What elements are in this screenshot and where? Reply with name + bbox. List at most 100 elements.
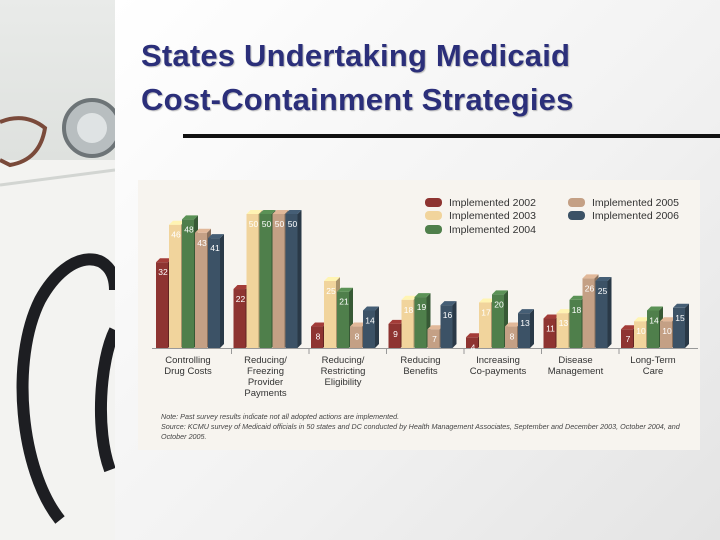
data-label: 7 <box>432 334 437 344</box>
bar-top <box>233 285 250 290</box>
bar <box>350 326 362 348</box>
legend-swatch <box>425 225 442 234</box>
bar-top <box>660 317 676 322</box>
data-label: 13 <box>559 318 569 328</box>
bar <box>518 313 530 348</box>
bar-top <box>673 303 689 308</box>
legend-label: Implemented 2004 <box>449 224 536 236</box>
bar <box>479 302 491 348</box>
bar <box>543 318 556 348</box>
bar <box>169 224 181 348</box>
category-label: Controlling Drug Costs <box>164 355 212 377</box>
legend-label: Implemented 2002 <box>449 197 536 209</box>
data-label: 32 <box>158 267 168 277</box>
bar-top <box>156 258 172 263</box>
bar-side <box>297 210 302 348</box>
bar-top <box>556 309 573 314</box>
legend-label: Implemented 2005 <box>592 197 679 209</box>
data-label: 25 <box>326 286 336 296</box>
data-label: 17 <box>481 307 491 317</box>
bar-top <box>582 274 599 279</box>
bar-top <box>505 322 521 327</box>
data-label: 50 <box>288 219 298 229</box>
data-label: 43 <box>197 238 207 248</box>
legend-item: Implemented 2004 <box>425 224 536 236</box>
data-label: 22 <box>236 294 246 304</box>
category-label: Increasing Co-payments <box>469 355 527 377</box>
bar-top <box>492 290 508 295</box>
bar <box>647 310 659 348</box>
data-label: 26 <box>585 283 595 293</box>
bar <box>466 337 478 348</box>
bar <box>492 294 504 348</box>
bar-top <box>427 325 444 330</box>
bar <box>401 299 414 348</box>
data-label: 14 <box>365 315 375 325</box>
slide-title: States Undertaking Medicaid Cost-Contain… <box>141 34 574 122</box>
data-label: 9 <box>393 329 398 339</box>
bar-side <box>607 277 612 348</box>
bar-top <box>259 210 276 214</box>
category-label: Reducing/ Restricting Eligibility <box>320 355 366 388</box>
data-label: 46 <box>171 230 181 240</box>
legend-swatch <box>568 211 585 220</box>
legend-item: Implemented 2006 <box>568 210 679 222</box>
bar <box>388 323 401 348</box>
note-text: Note: Past survey results indicate not a… <box>161 412 400 421</box>
bar-top <box>272 210 289 214</box>
bar-top <box>621 325 637 330</box>
bar <box>621 329 633 348</box>
bar-top <box>246 210 263 214</box>
data-label: 10 <box>636 326 646 336</box>
bar-top <box>208 234 224 239</box>
bar <box>272 214 285 348</box>
bar <box>427 329 440 348</box>
data-label: 8 <box>355 332 360 342</box>
bar-top <box>543 314 560 319</box>
bar-top <box>285 210 302 214</box>
bar-top <box>337 287 353 292</box>
legend-swatch <box>425 198 442 207</box>
data-label: 18 <box>572 305 582 315</box>
bar-top <box>647 306 663 311</box>
bar <box>505 326 517 348</box>
category-label: Reducing Benefits <box>400 355 441 377</box>
data-label: 50 <box>262 219 272 229</box>
bar-top <box>388 319 405 324</box>
bar-top <box>169 220 185 225</box>
bar <box>660 321 672 348</box>
bar <box>414 297 427 348</box>
bar <box>259 214 272 348</box>
bar-top <box>569 295 586 300</box>
bar <box>634 321 646 348</box>
data-label: 14 <box>649 315 659 325</box>
bar <box>208 238 220 348</box>
title-line-2: Cost-Containment Strategies <box>141 82 574 117</box>
data-label: 50 <box>249 219 259 229</box>
source-text: Source: KCMU survey of Medicaid official… <box>161 422 680 441</box>
data-label: 41 <box>210 243 220 253</box>
legend-swatch <box>425 211 442 220</box>
bar <box>673 307 685 348</box>
bar-top <box>350 322 366 327</box>
data-label: 25 <box>598 286 608 296</box>
bar <box>582 278 595 348</box>
bar <box>195 232 207 348</box>
data-label: 20 <box>494 299 504 309</box>
bar <box>156 262 168 348</box>
bar-top <box>479 298 495 303</box>
data-label: 10 <box>662 326 672 336</box>
bar-top <box>401 295 418 300</box>
bar <box>337 291 349 348</box>
title-line-1: States Undertaking Medicaid <box>141 38 571 73</box>
bar <box>556 313 569 348</box>
bar-top <box>311 322 327 327</box>
chart-note: Note: Past survey results indicate not a… <box>161 412 691 442</box>
bar <box>233 289 246 348</box>
bar <box>324 281 336 348</box>
legend-label: Implemented 2003 <box>449 210 536 222</box>
bar-top <box>195 228 211 233</box>
bar-top <box>324 277 340 281</box>
category-label: Long-Term Care <box>630 355 676 377</box>
